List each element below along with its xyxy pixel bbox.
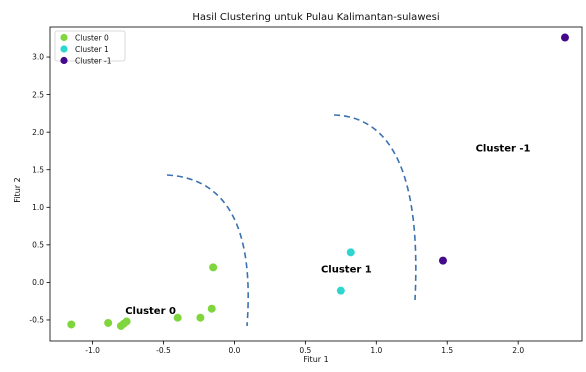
data-point-cluster0-4 — [122, 317, 131, 326]
cluster-annotation: Cluster 1 — [321, 265, 372, 276]
boundary-arc-cluster-1 — [333, 114, 417, 301]
legend-entry: Cluster 1 — [75, 45, 109, 54]
legend-marker — [60, 33, 68, 42]
legend-marker — [60, 45, 68, 53]
data-point-cluster0-0 — [67, 320, 76, 329]
y-tick-label: 0.0 — [32, 278, 44, 287]
data-point-cluster0-6 — [196, 313, 205, 322]
x-tick-label: -1.0 — [85, 346, 100, 355]
data-point-clusterneg1-1 — [560, 33, 569, 42]
x-axis-label: Fitur 1 — [303, 355, 328, 364]
chart-title: Hasil Clustering untuk Pulau Kalimantan-… — [192, 12, 439, 23]
legend-entry: Cluster 0 — [75, 33, 109, 42]
data-point-cluster1-0 — [346, 248, 355, 257]
legend: Cluster 0 Cluster 1 Cluster -1 — [54, 30, 126, 65]
data-point-cluster0-8 — [209, 263, 218, 272]
cluster-annotation: Cluster -1 — [476, 144, 531, 155]
y-tick-label: 1.0 — [32, 203, 44, 212]
x-tick-label: -0.5 — [156, 346, 171, 355]
data-point-cluster1-1 — [336, 286, 345, 295]
x-tick-label: 1.0 — [370, 346, 382, 355]
plot-area: -1.0 -0.5 0.0 0.5 1.0 1.5 2.0 -0.5 0.0 0.5 1.0 1.5 2… — [29, 26, 583, 355]
x-tick-label: 0.5 — [299, 346, 311, 355]
plot-frame — [49, 26, 583, 342]
data-point-clusterneg1-0 — [438, 256, 447, 265]
data-point-cluster0-1 — [104, 318, 113, 327]
y-axis-label: Fitur 2 — [13, 177, 22, 202]
x-tick-label: 1.5 — [441, 346, 453, 355]
data-point-cluster0-7 — [207, 304, 216, 313]
boundary-arc-cluster-0 — [166, 174, 249, 327]
legend-box — [54, 30, 126, 62]
cluster-annotation: Cluster 0 — [125, 306, 176, 317]
x-tick-label: 0.0 — [228, 346, 240, 355]
y-tick-label: 3.0 — [32, 53, 44, 62]
y-tick-label: -0.5 — [29, 316, 44, 325]
x-tick-label: 2.0 — [512, 346, 524, 355]
y-tick-label: 0.5 — [32, 241, 44, 250]
y-tick-label: 2.0 — [32, 128, 44, 137]
legend-entry: Cluster -1 — [75, 56, 112, 65]
y-tick-label: 1.5 — [32, 165, 44, 174]
legend-marker — [60, 56, 68, 65]
data-point-cluster0-5 — [173, 313, 182, 322]
y-tick-label: 2.5 — [32, 90, 44, 99]
